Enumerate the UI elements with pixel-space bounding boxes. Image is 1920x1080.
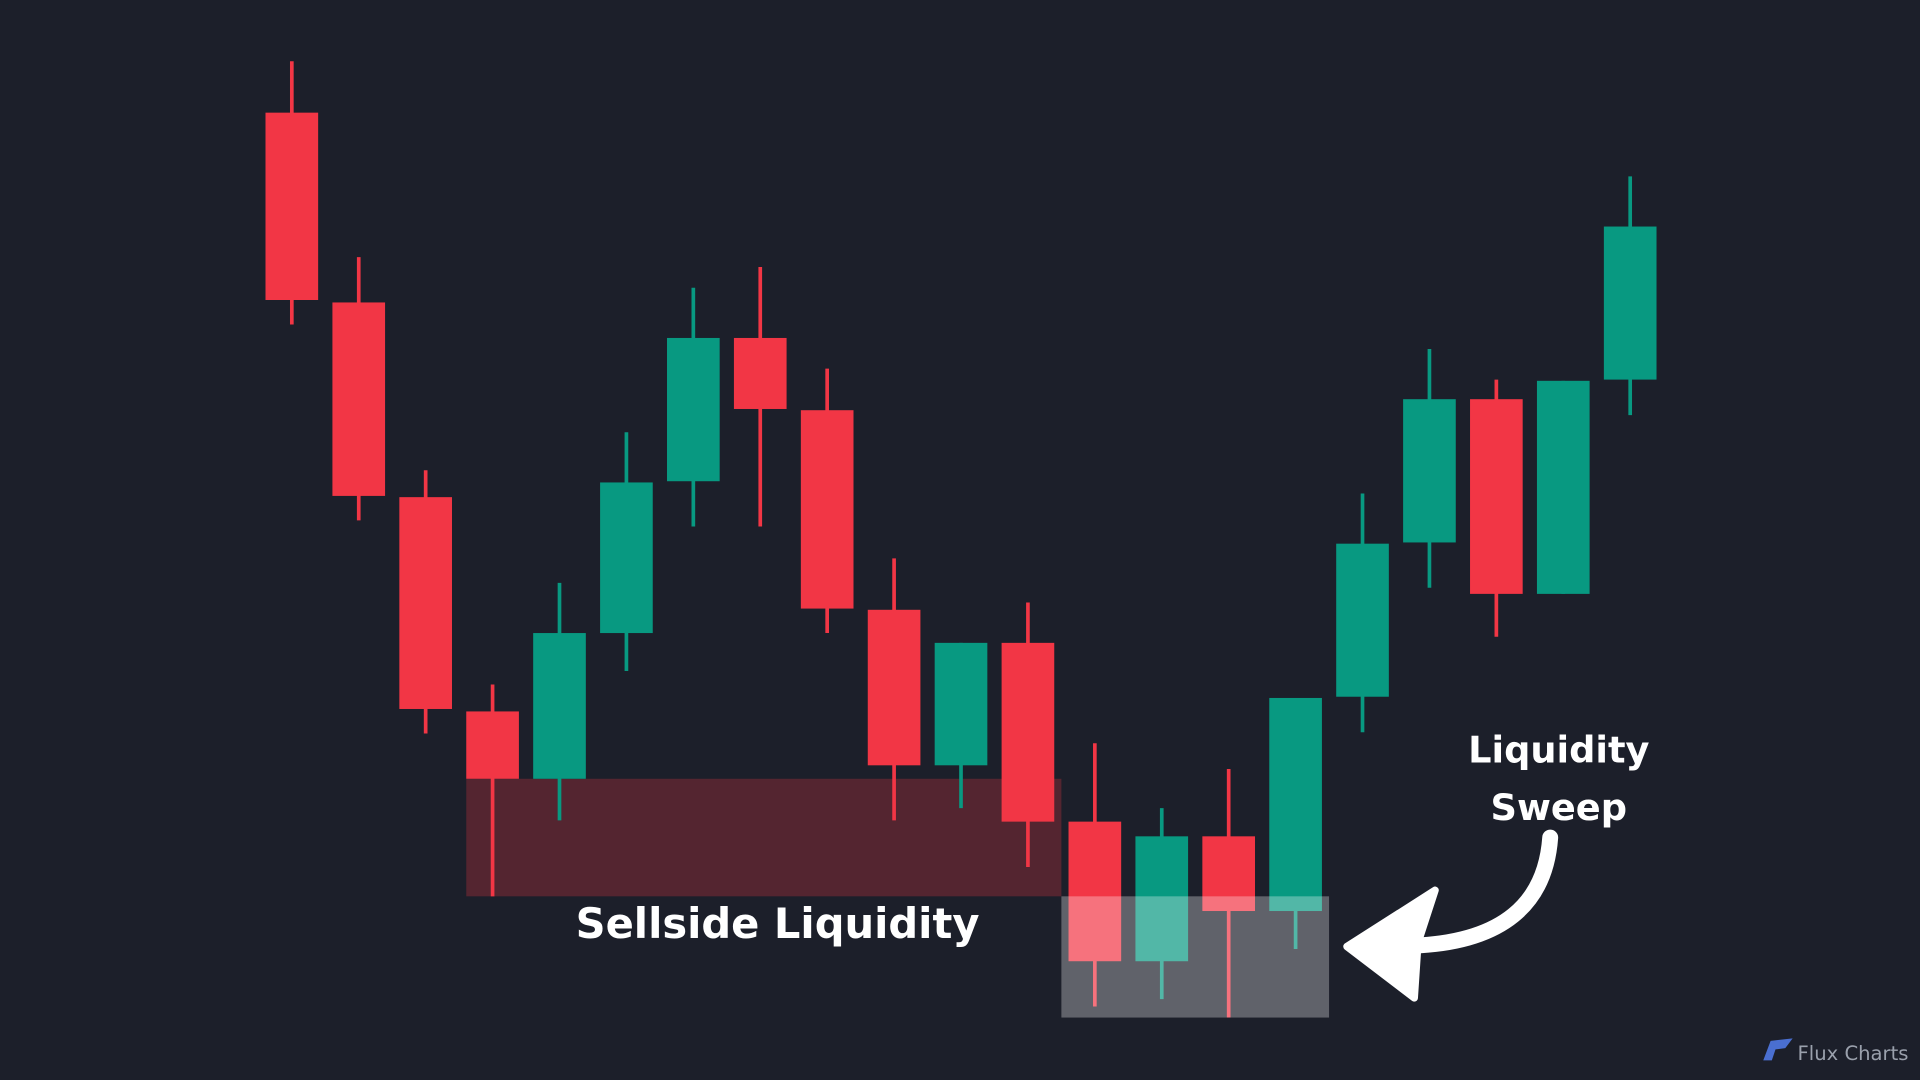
- watermark-logo: [1763, 1038, 1793, 1061]
- candle-body: [600, 482, 653, 634]
- arrow-head: [1343, 886, 1439, 1002]
- candle-body: [332, 302, 386, 496]
- arrow: [1412, 829, 1559, 954]
- candle-body: [800, 410, 854, 609]
- overlay: [1061, 896, 1330, 1018]
- candle-body: [1068, 821, 1122, 962]
- candle-body: [1135, 836, 1189, 962]
- candle-body: [733, 337, 787, 409]
- candle-body: [1202, 836, 1256, 912]
- candle-body: [399, 497, 452, 709]
- sweep-zone: [1061, 896, 1330, 1018]
- candle-body: [466, 711, 519, 779]
- candle-body: [667, 337, 720, 482]
- candles: [265, 61, 1657, 1018]
- candle-body: [1536, 380, 1590, 594]
- candle-body: [934, 642, 988, 766]
- sellside-zone: [466, 778, 1062, 897]
- candle-body: [1269, 697, 1322, 912]
- candle-body: [1001, 642, 1055, 822]
- candle-body: [1336, 543, 1389, 697]
- candle-body: [1603, 226, 1657, 380]
- candle-body: [1403, 399, 1456, 543]
- zones: [466, 778, 1062, 897]
- candle-body: [265, 112, 319, 300]
- sweep-label: Liquidity: [1468, 728, 1649, 771]
- candle-body: [867, 609, 921, 766]
- zone-label: Sellside Liquidity: [576, 899, 980, 948]
- candle-body: [533, 633, 586, 779]
- sweep-label: Sweep: [1491, 786, 1627, 829]
- candle-body: [1470, 399, 1523, 594]
- watermark: Flux Charts: [1798, 1042, 1909, 1065]
